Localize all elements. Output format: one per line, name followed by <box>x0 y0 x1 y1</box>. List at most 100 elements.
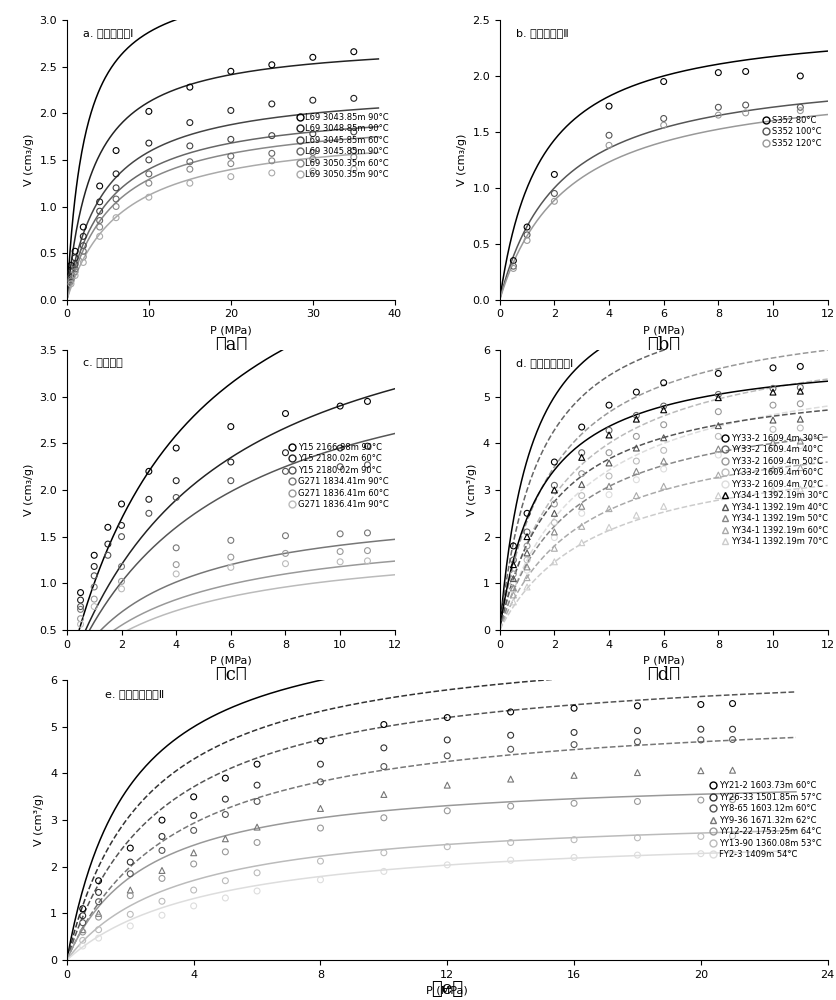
Y-axis label: V (cm³/g): V (cm³/g) <box>34 794 44 846</box>
Point <box>767 434 780 450</box>
Point <box>520 579 533 595</box>
Point <box>110 191 123 207</box>
Point <box>520 559 533 575</box>
Point <box>630 411 643 427</box>
Point <box>377 786 390 802</box>
Point <box>115 496 128 512</box>
Point <box>278 445 292 461</box>
Point <box>793 99 807 115</box>
Legend: YY33-2 1609.4m 30°C, YY33-2 1609.4m 40°C, YY33-2 1609.4m 50°C, YY33-2 1609.4m 60: YY33-2 1609.4m 30°C, YY33-2 1609.4m 40°C… <box>721 432 830 548</box>
Point <box>93 194 106 210</box>
Point <box>630 440 643 456</box>
Point <box>711 99 725 115</box>
Text: c. 松辽盆地: c. 松辽盆地 <box>84 359 123 369</box>
Point <box>657 398 670 414</box>
Point <box>334 398 347 414</box>
Point <box>568 832 581 848</box>
Point <box>224 102 237 118</box>
Point <box>170 489 183 505</box>
Point <box>93 219 106 235</box>
Point <box>548 477 561 493</box>
Legend: L69 3043.85m 90°C, L69 3048.85m 90°C, L69 3045.85m 60°C, L69 3045.85m 90°C, L69 : L69 3043.85m 90°C, L69 3048.85m 90°C, L6… <box>294 111 390 181</box>
Point <box>93 203 106 219</box>
Point <box>88 579 101 595</box>
Y-axis label: V (cm³/g): V (cm³/g) <box>467 464 477 516</box>
Point <box>69 243 82 259</box>
Point <box>575 476 589 492</box>
Point <box>767 397 780 413</box>
Y-axis label: V (cm₃/g): V (cm₃/g) <box>24 134 33 186</box>
Point <box>142 103 155 119</box>
Point <box>170 557 183 573</box>
Point <box>793 438 807 454</box>
Point <box>507 538 520 554</box>
Point <box>124 866 137 882</box>
Point <box>124 918 137 934</box>
Point <box>520 227 533 243</box>
Point <box>265 165 278 181</box>
Point <box>224 559 237 575</box>
Point <box>224 454 237 470</box>
Point <box>69 256 82 272</box>
Point <box>657 453 670 469</box>
Point <box>377 845 390 861</box>
Point <box>155 907 169 923</box>
Point <box>507 253 520 269</box>
Point <box>64 257 78 273</box>
Point <box>441 748 454 764</box>
Point <box>155 893 169 909</box>
Point <box>347 44 360 60</box>
Point <box>170 440 183 456</box>
Point <box>711 467 725 483</box>
Point <box>314 733 327 749</box>
Point <box>711 404 725 420</box>
Point <box>657 430 670 446</box>
Point <box>88 591 101 607</box>
Point <box>183 138 196 154</box>
Point <box>334 526 347 542</box>
Point <box>520 570 533 586</box>
Point <box>504 798 517 814</box>
Point <box>334 554 347 570</box>
Point <box>377 740 390 756</box>
X-axis label: P (MPa): P (MPa) <box>426 985 468 995</box>
Point <box>88 547 101 563</box>
Point <box>657 375 670 391</box>
Point <box>110 180 123 196</box>
Text: a. 渤海湾盆地Ⅰ: a. 渤海湾盆地Ⅰ <box>84 28 134 38</box>
Point <box>219 807 232 823</box>
Point <box>347 143 360 159</box>
Point <box>441 777 454 793</box>
Point <box>575 488 589 504</box>
Point <box>726 721 739 737</box>
Point <box>361 457 375 473</box>
Point <box>224 63 237 79</box>
Point <box>793 358 807 374</box>
Point <box>793 68 807 84</box>
Point <box>155 842 169 858</box>
Point <box>170 566 183 582</box>
Point <box>77 238 90 254</box>
Point <box>504 852 517 868</box>
Point <box>603 487 616 503</box>
Point <box>76 924 89 940</box>
Point <box>155 812 169 828</box>
Point <box>187 898 201 914</box>
Text: b. 渤海湾盆地Ⅱ: b. 渤海湾盆地Ⅱ <box>516 28 568 38</box>
Point <box>183 161 196 177</box>
Point <box>124 888 137 904</box>
Point <box>726 828 739 844</box>
Point <box>183 79 196 95</box>
Point <box>568 724 581 740</box>
Point <box>76 908 89 924</box>
Point <box>64 276 78 292</box>
Point <box>630 428 643 444</box>
Point <box>74 599 87 615</box>
Point <box>170 473 183 489</box>
Point <box>767 384 780 400</box>
Point <box>377 863 390 879</box>
Point <box>219 770 232 786</box>
Point <box>603 127 616 143</box>
Point <box>603 445 616 461</box>
Point <box>767 439 780 455</box>
